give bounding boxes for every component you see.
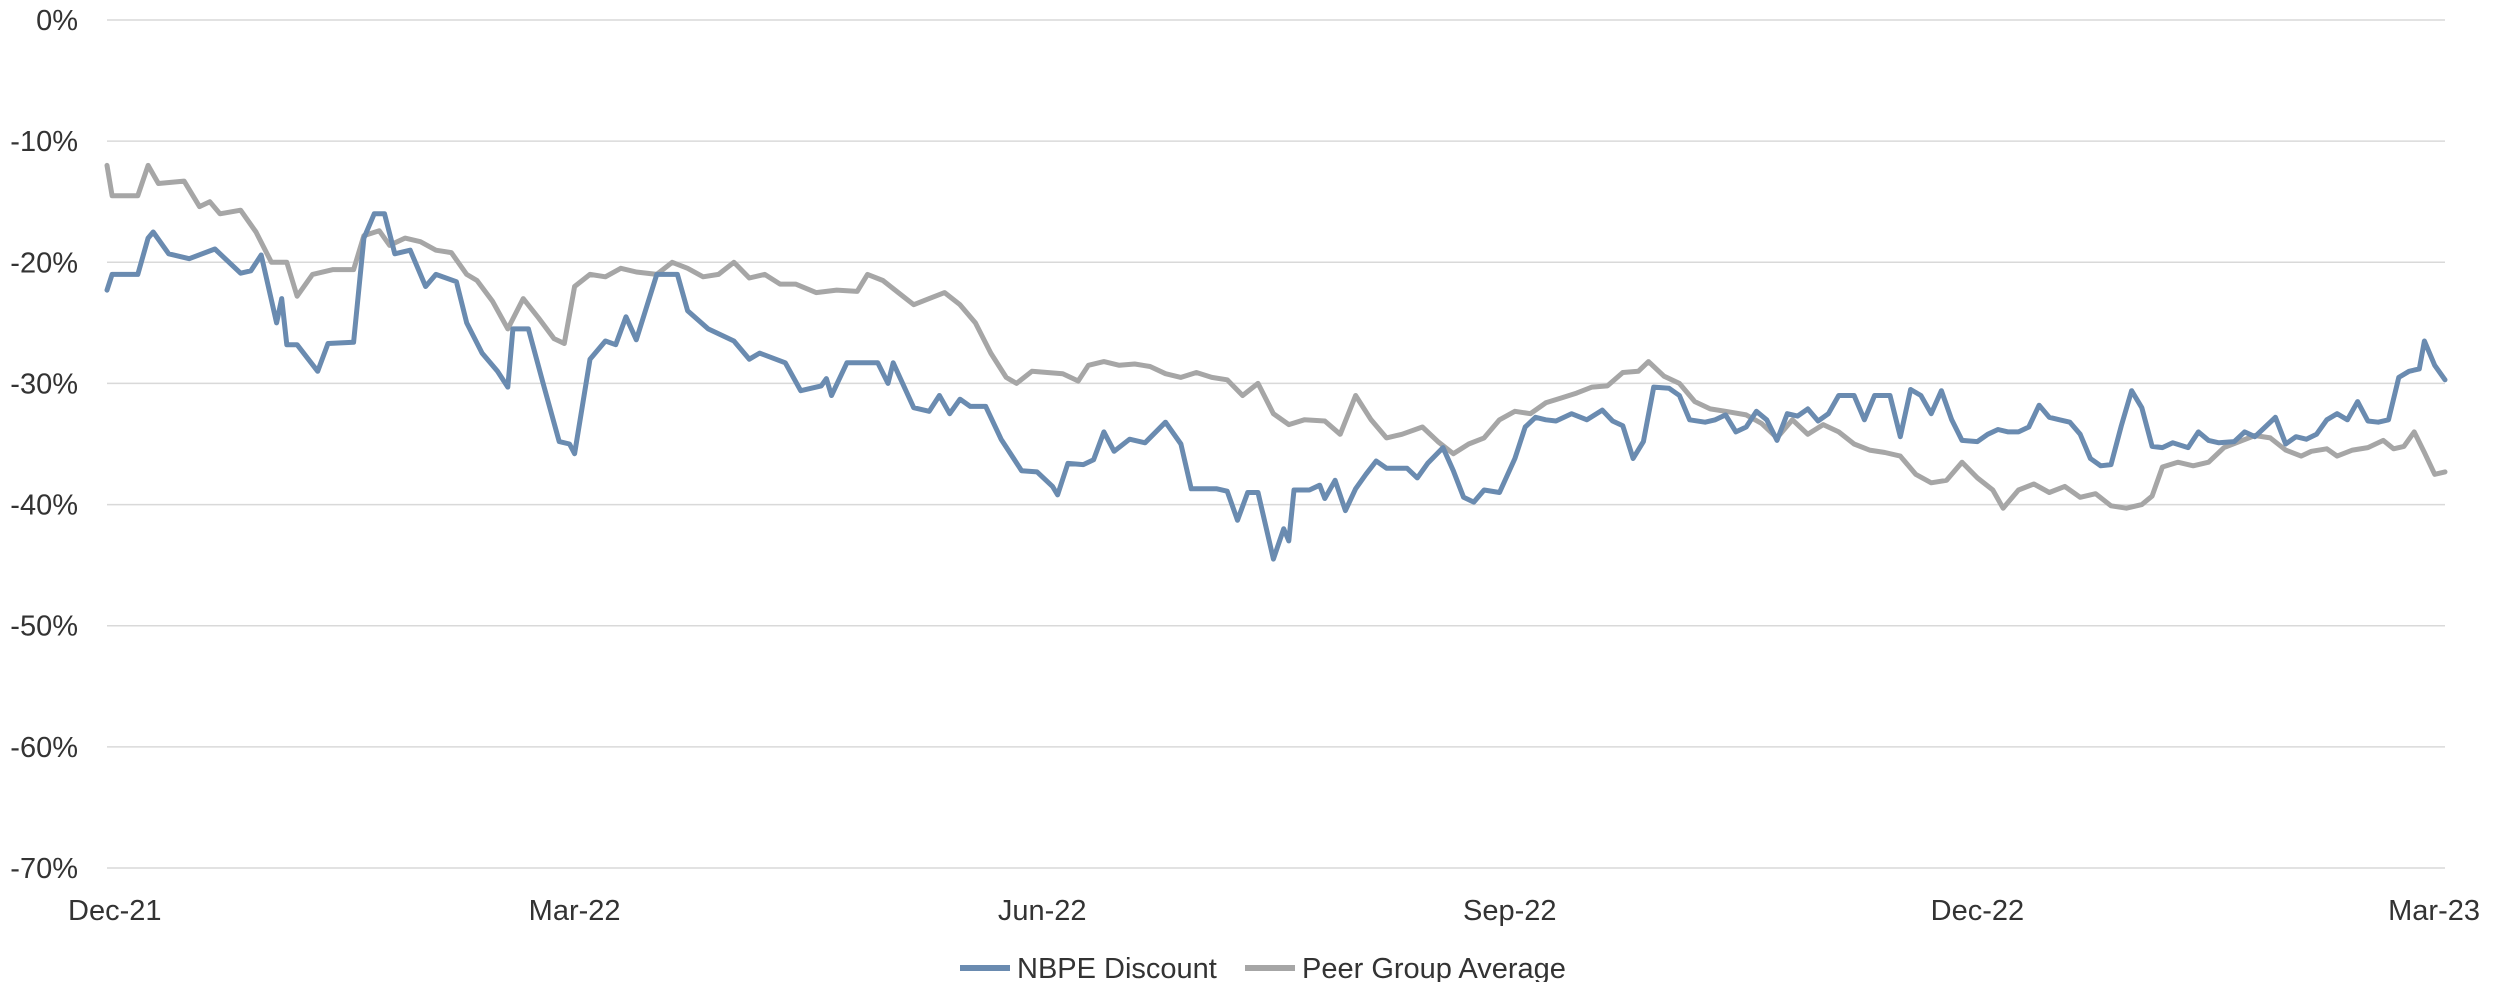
- gridlines: [107, 19, 2445, 869]
- x-tick-label: Dec-21: [68, 895, 162, 927]
- y-tick-label: -40%: [10, 490, 78, 522]
- x-axis: Dec-21 Mar-22 Jun-22 Sep-22 Dec-22 Mar-23: [68, 895, 2480, 927]
- x-tick-label: Sep-22: [1463, 895, 1557, 927]
- legend-label: NBPE Discount: [1017, 953, 1217, 982]
- series-line-peer-group-average: [104, 162, 2448, 511]
- y-tick-label: -60%: [10, 732, 78, 764]
- legend: NBPE Discount Peer Group Average: [960, 953, 1566, 982]
- y-tick-label: -50%: [10, 611, 78, 643]
- plot-area: [104, 162, 2448, 562]
- y-tick-label: -10%: [10, 126, 78, 158]
- y-tick-label: -70%: [10, 853, 78, 885]
- x-tick-label: Dec-22: [1931, 895, 2025, 927]
- y-tick-label: -30%: [10, 368, 78, 400]
- x-tick-label: Mar-23: [2388, 895, 2480, 927]
- y-tick-label: -20%: [10, 247, 78, 279]
- y-axis: 0% -10% -20% -30% -40% -50% -60% -70%: [10, 5, 78, 885]
- x-tick-label: Jun-22: [998, 895, 1087, 927]
- x-tick-label: Mar-22: [529, 895, 621, 927]
- legend-label: Peer Group Average: [1302, 953, 1566, 982]
- y-tick-label: 0%: [36, 5, 78, 37]
- series-line-nbpe-discount: [104, 211, 2448, 562]
